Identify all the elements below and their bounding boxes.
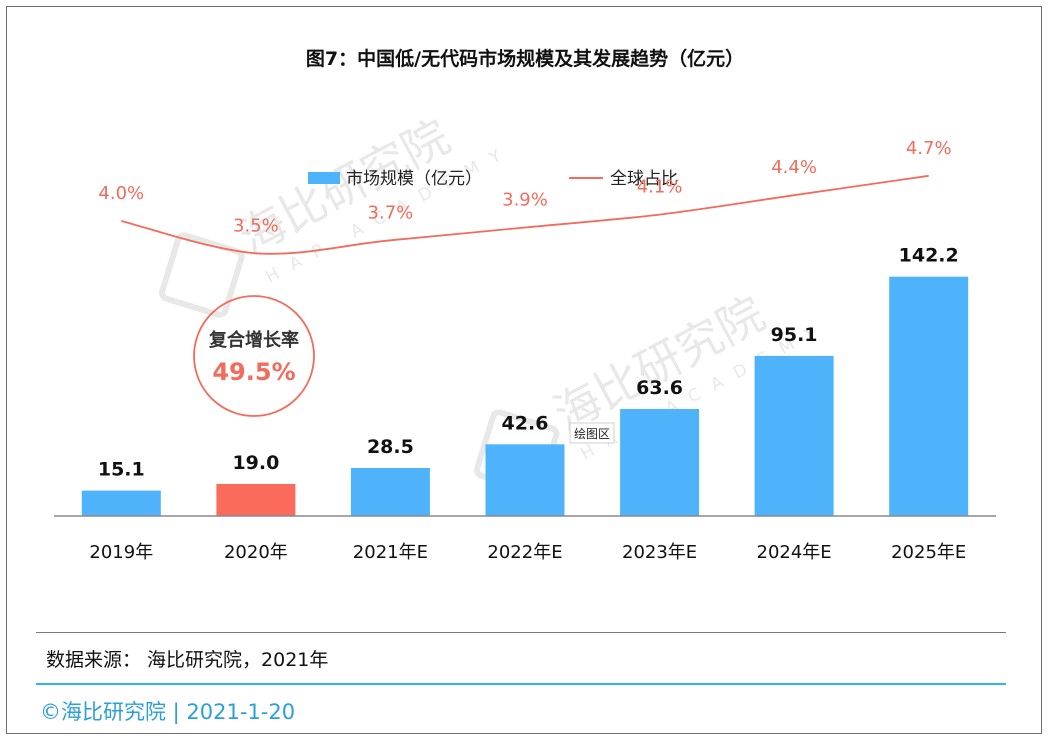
cagr-value: 49.5% (212, 358, 295, 386)
x-tick-label-2: 2021年E (353, 542, 428, 563)
footer-credit: ©海比研究院 | 2021-1-20 (40, 700, 296, 724)
x-tick-labels: 2019年 2020年 2021年E 2022年E 2023年E 2024年E 2025年E (89, 542, 966, 563)
x-tick-label-1: 2020年 (224, 542, 288, 563)
bar-2 (350, 468, 430, 516)
bar-0 (81, 490, 161, 516)
share-value-labels: 4.0% 3.5% 3.7% 3.9% 4.1% 4.4% 4.7% (98, 138, 951, 237)
x-tick-label-3: 2022年E (487, 542, 562, 563)
figure-frame (6, 6, 1042, 734)
bar-value-label-3: 42.6 (502, 412, 549, 434)
chart-title: 图7：中国低/无代码市场规模及其发展趋势（亿元） (305, 48, 745, 70)
bar-value-label-0: 15.1 (98, 459, 145, 481)
cagr-label: 复合增长率 (208, 329, 299, 351)
watermark-1: 海比研究院 HAP ACADEMY (159, 109, 517, 318)
share-value-label-3: 3.9% (502, 190, 548, 211)
source-divider (36, 632, 1006, 633)
bar-value-label-1: 19.0 (232, 452, 279, 474)
share-value-label-2: 3.7% (368, 202, 414, 223)
plot-area-tooltip: 绘图区 (569, 422, 615, 444)
legend: 市场规模（亿元） 全球占比 (308, 169, 678, 189)
share-value-label-0: 4.0% (98, 183, 144, 204)
share-value-label-6: 4.7% (906, 138, 952, 159)
legend-line-label: 全球占比 (610, 169, 678, 189)
cagr-circle (193, 295, 315, 417)
x-tick-label-4: 2023年E (622, 542, 697, 563)
bar-3 (485, 444, 565, 516)
share-value-label-1: 3.5% (233, 215, 279, 236)
legend-bar-swatch (308, 172, 340, 184)
bar-value-label-2: 28.5 (367, 436, 414, 458)
bar-4 (620, 409, 700, 516)
bar-value-label-5: 95.1 (771, 324, 818, 346)
bar-value-label-6: 142.2 (899, 245, 959, 267)
bar-value-labels: 15.1 19.0 28.5 42.6 63.6 95.1 142.2 (98, 245, 959, 481)
x-tick-label-5: 2024年E (757, 542, 832, 563)
legend-bar-label: 市场规模（亿元） (346, 169, 482, 189)
share-line (121, 174, 929, 255)
share-value-label-4: 4.1% (637, 177, 683, 198)
data-source: 数据来源： 海比研究院，2021年 (46, 649, 329, 671)
share-value-label-5: 4.4% (771, 157, 817, 178)
bar-value-label-4: 63.6 (636, 377, 683, 399)
bar-series (81, 276, 969, 516)
x-tick-label-6: 2025年E (891, 542, 966, 563)
bar-1 (216, 484, 296, 516)
plot-area-label: 绘图区 (574, 426, 610, 441)
bar-6 (889, 276, 969, 516)
cagr-annotation: 复合增长率 49.5% (193, 295, 315, 417)
x-tick-label-0: 2019年 (89, 542, 153, 563)
bar-5 (754, 355, 834, 516)
footer-divider (36, 683, 1006, 685)
